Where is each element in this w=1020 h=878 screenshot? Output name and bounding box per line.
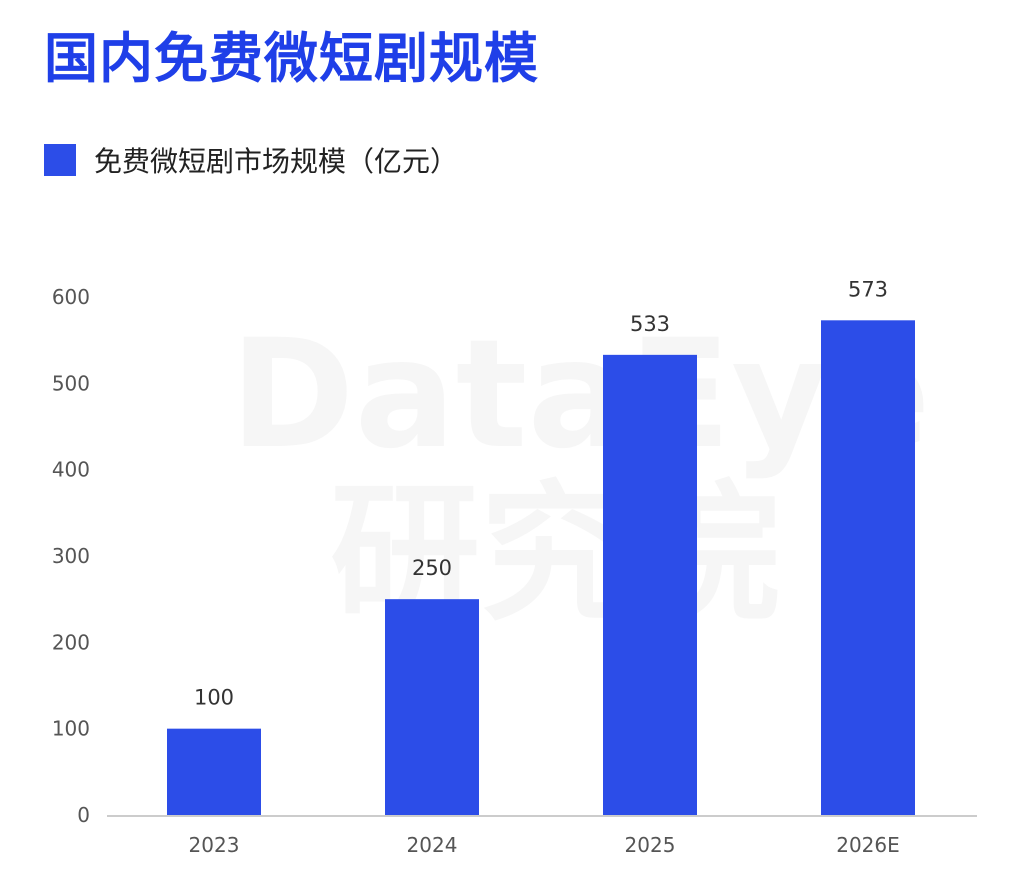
y-tick-label: 0 <box>77 803 90 827</box>
page-title: 国内免费微短剧规模 <box>44 27 539 90</box>
bar <box>167 728 261 815</box>
bar <box>603 354 697 815</box>
y-tick-label: 500 <box>52 371 90 395</box>
data-label: 250 <box>412 556 452 580</box>
legend-label: 免费微短剧市场规模（亿元） <box>94 145 459 178</box>
y-tick-label: 300 <box>52 544 90 568</box>
x-tick-label: 2024 <box>407 833 458 857</box>
data-label: 533 <box>630 312 670 336</box>
bar <box>821 320 915 815</box>
data-label: 573 <box>848 277 888 301</box>
x-tick-label: 2023 <box>189 833 240 857</box>
y-tick-label: 400 <box>52 458 90 482</box>
y-tick-label: 100 <box>52 717 90 741</box>
y-tick-label: 600 <box>52 285 90 309</box>
x-tick-label: 2026E <box>836 833 900 857</box>
y-tick-label: 200 <box>52 630 90 654</box>
bar <box>385 599 479 815</box>
data-label: 100 <box>194 686 234 710</box>
legend-swatch <box>44 144 76 176</box>
legend: 免费微短剧市场规模（亿元） <box>44 140 458 180</box>
x-tick-label: 2025 <box>625 833 676 857</box>
